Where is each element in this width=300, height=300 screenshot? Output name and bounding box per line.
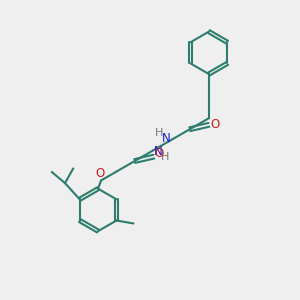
Text: O: O <box>154 147 164 160</box>
Text: O: O <box>96 167 105 181</box>
Text: O: O <box>211 118 220 131</box>
Text: N: N <box>154 146 163 158</box>
Text: H: H <box>161 152 170 162</box>
Text: N: N <box>162 132 170 145</box>
Text: H: H <box>155 128 163 138</box>
